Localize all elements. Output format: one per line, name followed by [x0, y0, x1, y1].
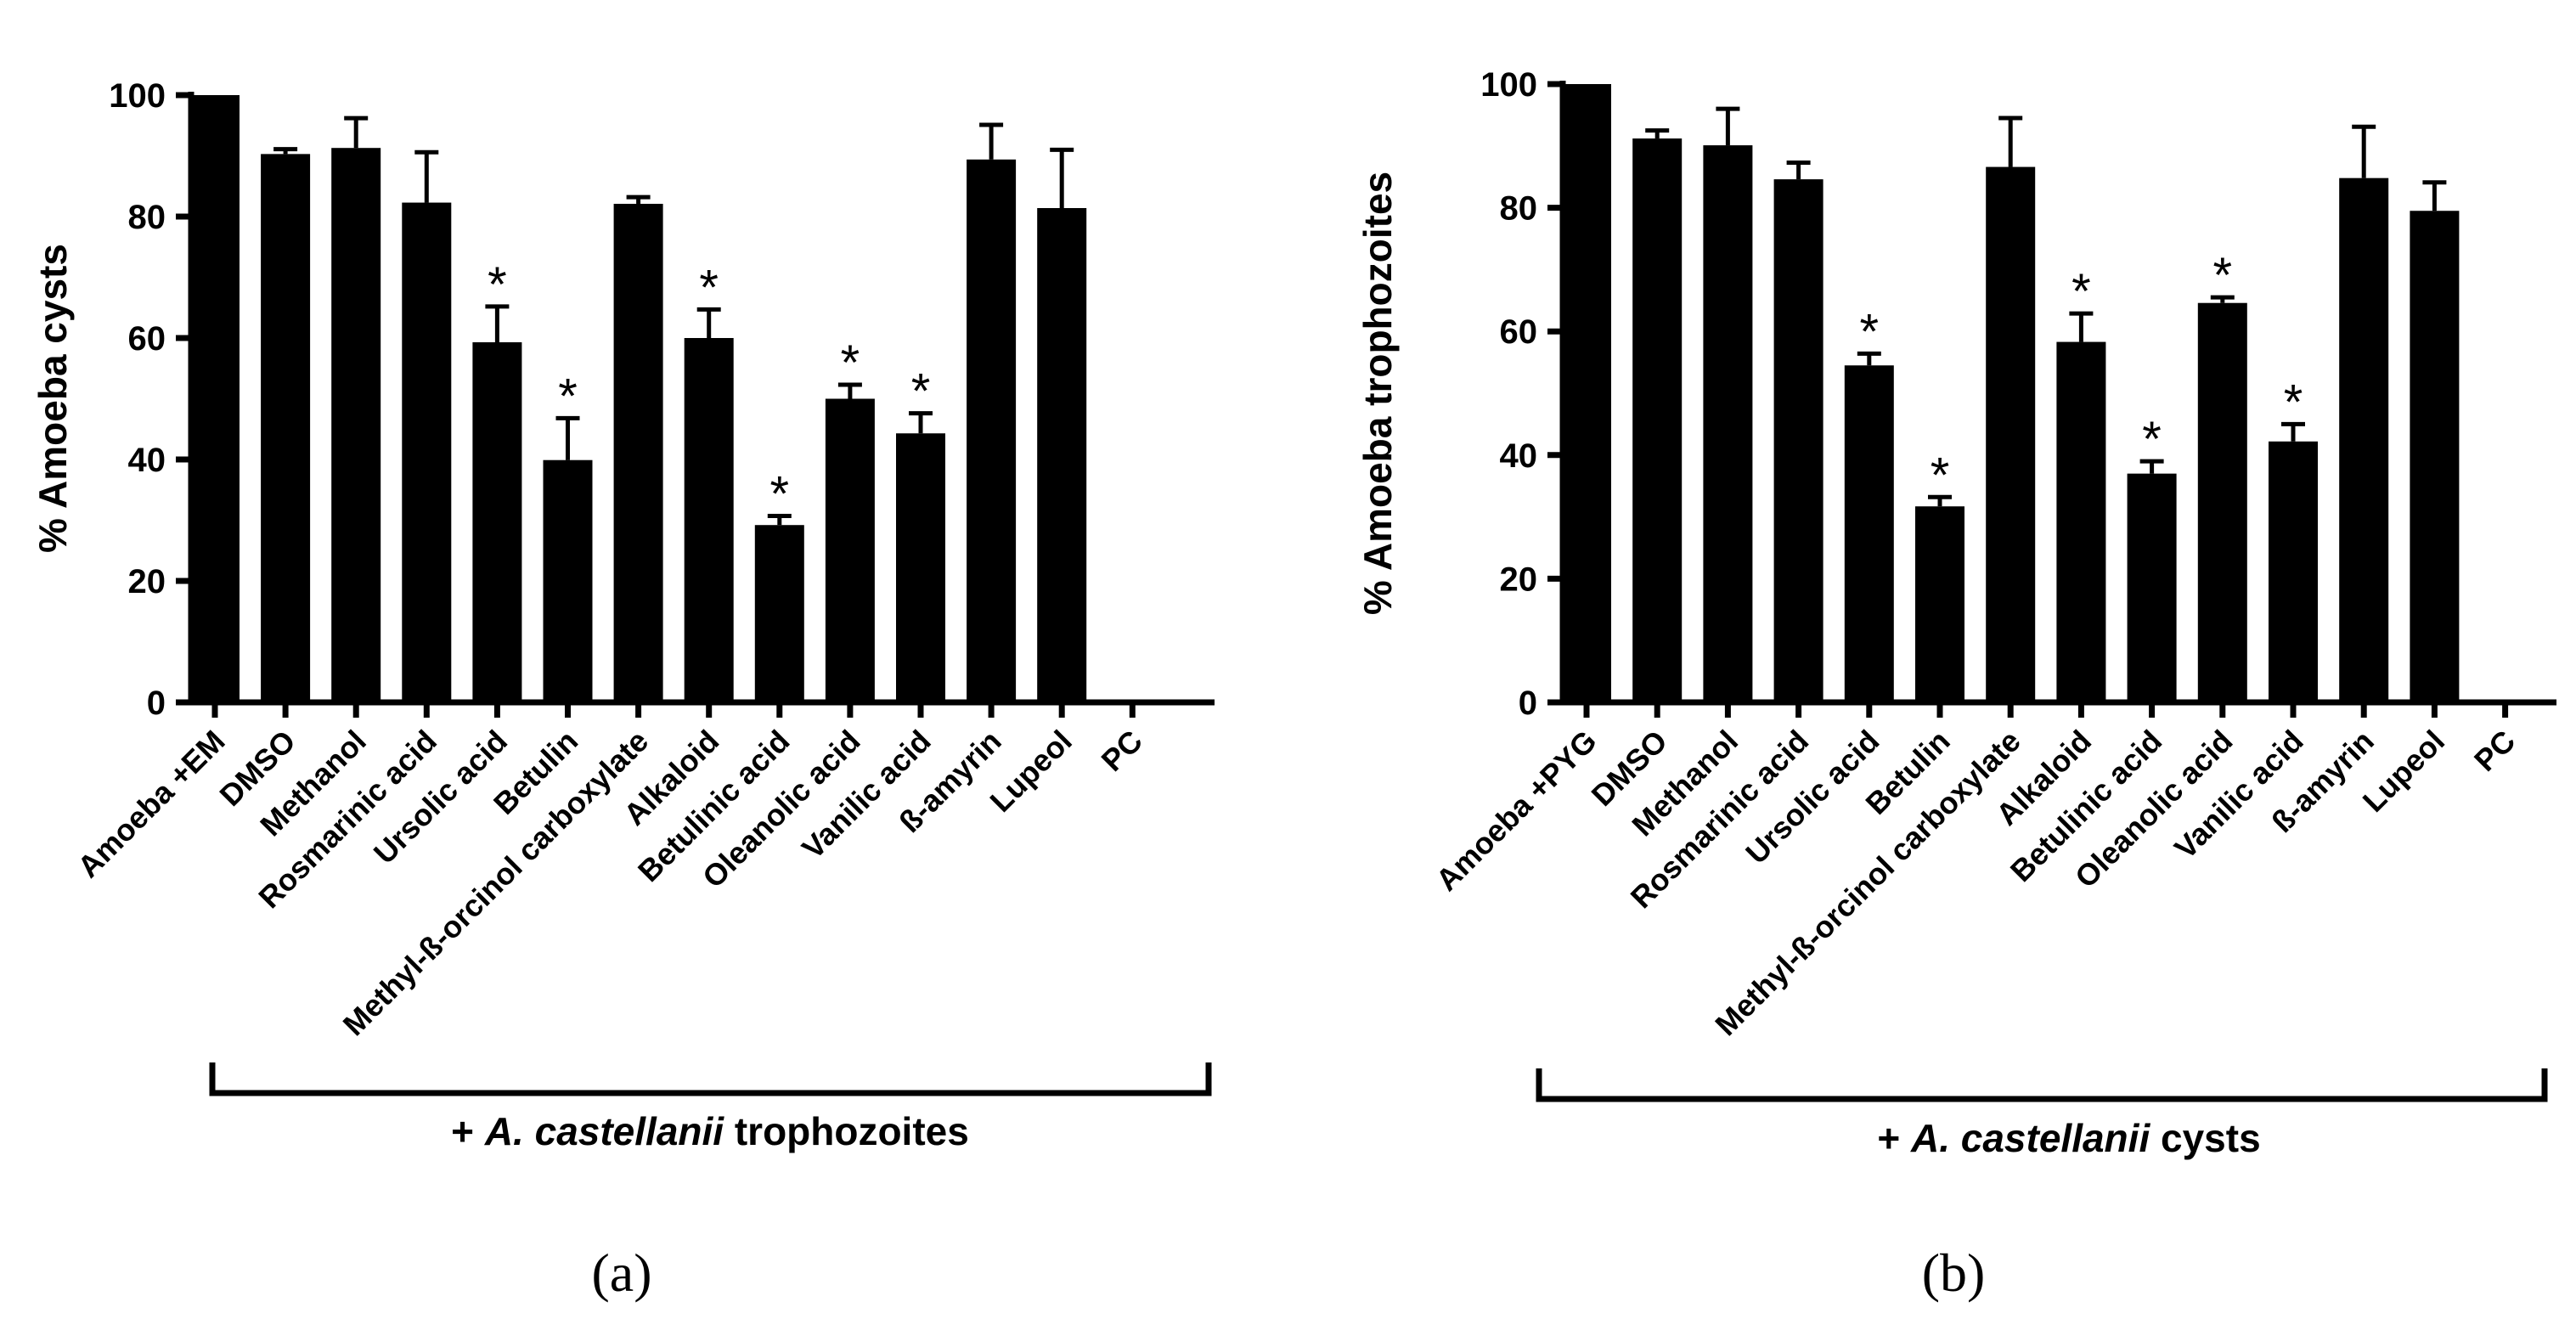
bar-methanol	[331, 148, 381, 702]
y-tick-label: 80	[1500, 190, 1538, 228]
significance-marker: *	[1860, 304, 1880, 359]
significance-marker: *	[841, 335, 860, 391]
bar-methyl-orcinol-carboxylate	[613, 203, 663, 703]
y-tick-label: 40	[1500, 437, 1538, 475]
bar-rosmarinic-acid	[1773, 179, 1823, 702]
significance-marker: *	[2142, 412, 2162, 467]
group-bracket	[1536, 1068, 2548, 1102]
panel-label: (a)	[591, 1243, 651, 1303]
significance-marker: *	[488, 257, 507, 313]
y-tick-label: 60	[128, 320, 166, 358]
x-tick-label: Amoeba +EM	[70, 724, 232, 885]
bar-lupeol	[1037, 207, 1087, 703]
group-label-prefix: +	[451, 1109, 485, 1153]
y-tick-label: 100	[1480, 66, 1537, 104]
bar-alkaloid	[684, 338, 734, 702]
bar-methyl-orcinol-carboxylate	[1986, 166, 2036, 702]
bar-ursolic-acid	[472, 342, 522, 702]
significance-marker: *	[699, 260, 719, 315]
bar-betulinic-acid	[2127, 473, 2177, 702]
y-tick-label: 20	[1500, 561, 1538, 598]
bar-betulin	[543, 459, 593, 702]
significance-marker: *	[2072, 264, 2091, 319]
y-axis-label: % Amoeba cysts	[31, 244, 75, 553]
bar--amyrin	[967, 159, 1017, 703]
bar-betulin	[1915, 506, 1964, 702]
significance-marker: *	[2213, 248, 2233, 303]
group-label: + A. castellanii cysts	[1877, 1116, 2260, 1160]
significance-marker: *	[2284, 375, 2303, 430]
bar-vanilic-acid	[2269, 441, 2318, 702]
y-tick-label: 80	[128, 199, 166, 236]
group-label-species: A. castellanii	[484, 1109, 724, 1153]
bar-rosmarinic-acid	[402, 202, 452, 702]
x-tick-label: Amoeba +PYG	[1429, 724, 1604, 898]
bar-dmso	[1632, 138, 1683, 703]
bar-vanilic-acid	[896, 433, 945, 702]
x-tick-label: PC	[2467, 724, 2522, 778]
bar-oleanolic-acid	[825, 398, 875, 702]
bar--amyrin	[2339, 178, 2389, 702]
significance-marker: *	[1931, 448, 1950, 503]
y-tick-label: 100	[109, 77, 166, 115]
chart-panel-b: 0 20 40 60 80 100 % Amoeba trophozoites Amoeba …	[1356, 66, 2556, 1303]
bar-ursolic-acid	[1844, 365, 1894, 702]
bar-methanol	[1703, 145, 1753, 702]
bar-betulinic-acid	[754, 525, 804, 702]
significance-marker: *	[558, 369, 578, 424]
bar-lupeol	[2410, 211, 2460, 703]
y-tick-label: 0	[1519, 685, 1537, 722]
group-bracket	[209, 1062, 1212, 1096]
group-label-suffix: trophozoites	[724, 1109, 969, 1153]
y-axis-label: % Amoeba trophozoites	[1356, 172, 1400, 615]
group-label: + A. castellanii trophozoites	[451, 1109, 969, 1153]
y-tick-label: 60	[1500, 313, 1538, 351]
bar-amoeba-pyg	[1562, 84, 1611, 702]
group-label-prefix: +	[1877, 1116, 1911, 1160]
y-tick-label: 40	[128, 442, 166, 479]
y-tick-label: 20	[128, 563, 166, 600]
y-tick-label: 0	[147, 685, 166, 722]
significance-marker: *	[911, 364, 931, 420]
group-label-species: A. castellanii	[1910, 1116, 2150, 1160]
bar-alkaloid	[2056, 341, 2106, 702]
group-label-suffix: cysts	[2150, 1116, 2260, 1160]
x-tick-label: PC	[1095, 724, 1149, 778]
bar-oleanolic-acid	[2197, 302, 2247, 702]
panel-label: (b)	[1922, 1243, 1986, 1303]
bar-dmso	[261, 154, 311, 703]
bar-amoeba-em	[190, 95, 240, 702]
significance-marker: *	[770, 466, 790, 521]
